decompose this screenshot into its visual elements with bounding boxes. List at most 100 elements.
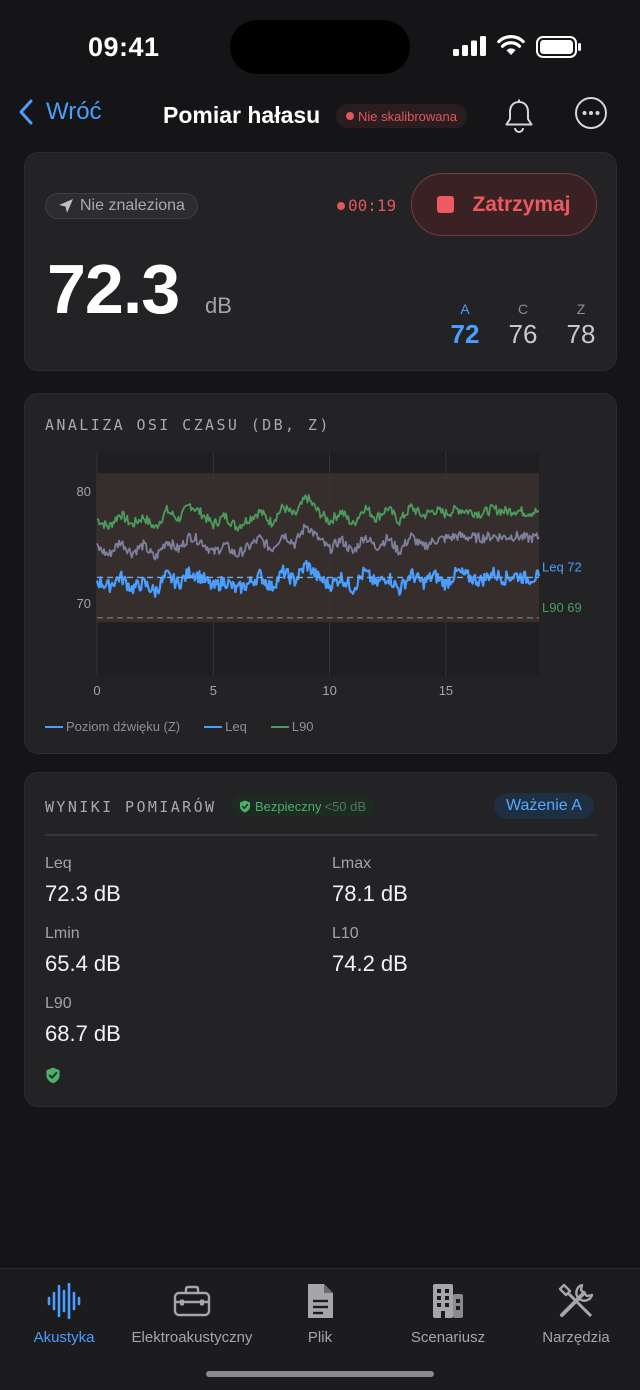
legend-swatch [204, 725, 223, 728]
series-line-1 [96, 523, 540, 561]
battery-icon [536, 36, 581, 58]
x-tick-label: 10 [322, 683, 336, 698]
back-label: Wróć [46, 98, 102, 125]
results-card: WYNIKI POMIARÓW Bezpieczny <50 dB Ważeni… [24, 772, 617, 1107]
metric-label: L10 [332, 925, 359, 942]
chevron-left-icon [19, 99, 33, 125]
timeline-chart-card: ANALIZA OSI CZASU (DB, Z) 0 5 10 15 80 70 Leq … [24, 393, 617, 754]
metric-l90: L90 68.7 dB [45, 995, 121, 1047]
timeline-chart[interactable]: 0 5 10 15 80 70 Leq 72 L90 69 [25, 394, 618, 714]
weighting-a[interactable]: A 72 [445, 301, 485, 350]
y-tick-label: 70 [77, 596, 91, 611]
metric-value: 68.7 dB [45, 1021, 121, 1046]
x-tick-label: 0 [93, 683, 100, 698]
stop-label: Zatrzymaj [472, 192, 571, 216]
ref-label-l90: L90 69 [542, 600, 582, 615]
legend-item-l90: L90 [270, 719, 314, 734]
stop-button[interactable]: Zatrzymaj [411, 173, 597, 236]
weighting-selector[interactable]: Ważenie A [494, 793, 594, 819]
weighting-z[interactable]: Z 78 [561, 301, 601, 350]
tab-narzedzia[interactable]: Narzędzia [512, 1279, 640, 1346]
signal-icon [453, 36, 486, 56]
tab-plik[interactable]: Plik [256, 1279, 384, 1346]
metric-leq: Leq 72.3 dB [45, 855, 121, 907]
building-icon [433, 1284, 463, 1318]
current-level-value: 72.3 [47, 250, 180, 328]
status-bar: 09:41 [0, 0, 640, 90]
legend-swatch [45, 725, 63, 728]
safe-badge: Bezpieczny <50 dB [231, 795, 375, 817]
tab-elektroakustyczny[interactable]: Elektroakustyczny [128, 1279, 256, 1346]
page-title: Pomiar hałasu [163, 102, 321, 128]
divider [45, 834, 597, 836]
series-line-2 [96, 494, 540, 532]
document-icon [308, 1284, 333, 1318]
metric-label: Lmin [45, 925, 80, 942]
weighting-z-value: 78 [566, 319, 596, 349]
navigation-bar: Wróć Pomiar hałasu Nie skalibrowana [0, 92, 640, 138]
metric-lmin: Lmin 65.4 dB [45, 925, 121, 977]
waveform-icon [47, 1283, 81, 1319]
location-badge[interactable]: Nie znaleziona [45, 193, 198, 219]
legend-label-level: Poziom dźwięku (Z) [66, 719, 181, 734]
stop-square-icon [437, 196, 455, 213]
legend-swatch [270, 725, 289, 728]
x-tick-label: 15 [439, 683, 453, 698]
live-level-card: Nie znaleziona 00:19 Zatrzymaj 72.3 dB A… [24, 152, 617, 371]
wifi-icon [497, 35, 525, 55]
legend-item-level: Poziom dźwięku (Z) [45, 719, 180, 734]
x-tick-label: 5 [210, 683, 217, 698]
weighting-c-value: 76 [508, 319, 538, 349]
weighting-c[interactable]: C 76 [503, 301, 543, 350]
dynamic-island [230, 20, 410, 74]
shield-check-icon [46, 1067, 60, 1084]
tab-bar: Akustyka Elektroakustyczny Plik [0, 1268, 640, 1390]
metric-label: Leq [45, 855, 72, 872]
toolbox-icon [173, 1285, 211, 1317]
weighting-values: A 72 C 76 Z 78 [445, 301, 601, 350]
metric-label: Lmax [332, 855, 372, 872]
bell-icon[interactable] [502, 98, 536, 134]
legend-label-leq: Leq [225, 719, 247, 734]
tools-icon [558, 1283, 594, 1317]
metric-label: L90 [45, 995, 72, 1012]
tab-scenariusz[interactable]: Scenariusz [384, 1279, 512, 1346]
legend-label-l90: L90 [291, 719, 314, 734]
ref-label-leq: Leq 72 [542, 559, 582, 574]
metric-value: 78.1 dB [332, 881, 408, 906]
back-button[interactable]: Wróć [18, 98, 102, 126]
weighting-a-label: A [460, 301, 470, 317]
weighting-c-label: C [517, 301, 529, 317]
recording-dot-icon [337, 201, 345, 210]
alert-dot-icon [346, 112, 354, 120]
calibration-badge-label: Nie skalibrowana [358, 108, 457, 124]
tab-label: Elektroakustyczny [131, 1329, 253, 1346]
weighting-a-value: 72 [450, 319, 480, 349]
metric-value: 65.4 dB [45, 951, 121, 976]
tab-akustyka[interactable]: Akustyka [0, 1279, 128, 1346]
metric-l10: L10 74.2 dB [332, 925, 408, 977]
metric-value: 74.2 dB [332, 951, 408, 976]
location-arrow-icon [59, 199, 73, 213]
tab-label: Plik [307, 1329, 333, 1346]
metric-value: 72.3 dB [45, 881, 121, 906]
safe-threshold: <50 dB [324, 798, 367, 814]
chart-title: ANALIZA OSI CZASU (DB, Z) [45, 416, 331, 434]
current-level-unit: dB [205, 293, 232, 318]
legend-item-leq: Leq [204, 719, 247, 734]
recording-elapsed: 00:19 [348, 196, 397, 215]
tab-label: Akustyka [33, 1329, 95, 1346]
recording-timer: 00:19 [337, 196, 396, 215]
tab-label: Scenariusz [410, 1329, 486, 1346]
safe-label: Bezpieczny [255, 798, 322, 814]
y-tick-label: 80 [77, 484, 91, 499]
location-label: Nie znaleziona [80, 197, 185, 214]
chart-legend: Poziom dźwięku (Z) Leq L90 [45, 719, 338, 734]
weighting-z-label: Z [576, 301, 586, 317]
home-indicator [206, 1371, 434, 1377]
calibration-badge: Nie skalibrowana [336, 104, 467, 128]
results-title: WYNIKI POMIARÓW [45, 798, 217, 816]
more-options-icon[interactable] [574, 96, 608, 130]
status-time: 09:41 [88, 32, 160, 62]
metric-lmax: Lmax 78.1 dB [332, 855, 408, 907]
